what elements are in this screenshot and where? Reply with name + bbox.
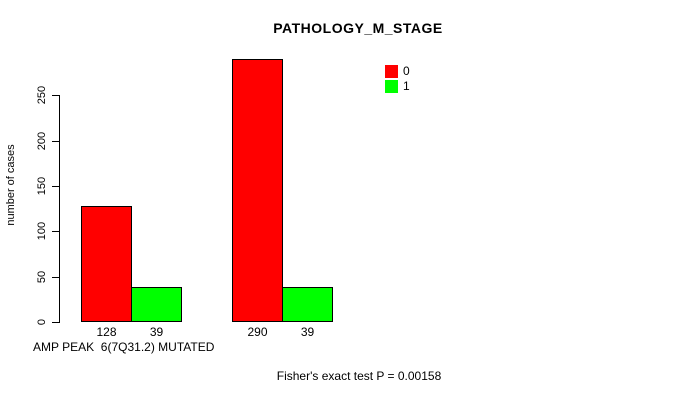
- y-tick-mark: [52, 231, 59, 232]
- legend-label-0: 0: [403, 64, 410, 78]
- bar-series0-group1: [81, 206, 132, 322]
- y-axis: [59, 95, 60, 323]
- bar-series1-group1: [131, 287, 182, 322]
- legend-item-0: 0: [385, 65, 410, 78]
- bar-series0-group2: [232, 59, 283, 322]
- y-tick-mark: [52, 322, 59, 323]
- legend: 0 1: [385, 65, 410, 93]
- x-axis-label: AMP PEAK 6(7Q31.2) MUTATED: [33, 340, 215, 354]
- y-tick-mark: [52, 95, 59, 96]
- bar-series1-group2: [282, 287, 333, 322]
- legend-item-1: 1: [385, 80, 410, 93]
- bar-value-label: 39: [300, 325, 315, 339]
- chart-title: PATHOLOGY_M_STAGE: [273, 20, 443, 36]
- bar-value-label: 128: [96, 325, 117, 339]
- bar-value-label: 39: [149, 325, 164, 339]
- y-tick-mark: [52, 186, 59, 187]
- bar-value-label: 290: [247, 325, 268, 339]
- y-tick-label: 200: [36, 131, 48, 151]
- y-tick-mark: [52, 141, 59, 142]
- y-tick-label: 50: [36, 270, 48, 284]
- y-tick-mark: [52, 277, 59, 278]
- y-tick-label: 250: [36, 85, 48, 105]
- legend-swatch-red-icon: [385, 65, 398, 78]
- y-tick-label: 150: [36, 176, 48, 196]
- fisher-test-note: Fisher's exact test P = 0.00158: [276, 369, 442, 383]
- legend-swatch-green-icon: [385, 80, 398, 93]
- y-tick-label: 100: [36, 221, 48, 241]
- y-axis-label: number of cases: [5, 144, 17, 226]
- y-tick-label: 0: [36, 318, 48, 326]
- legend-label-1: 1: [403, 79, 410, 93]
